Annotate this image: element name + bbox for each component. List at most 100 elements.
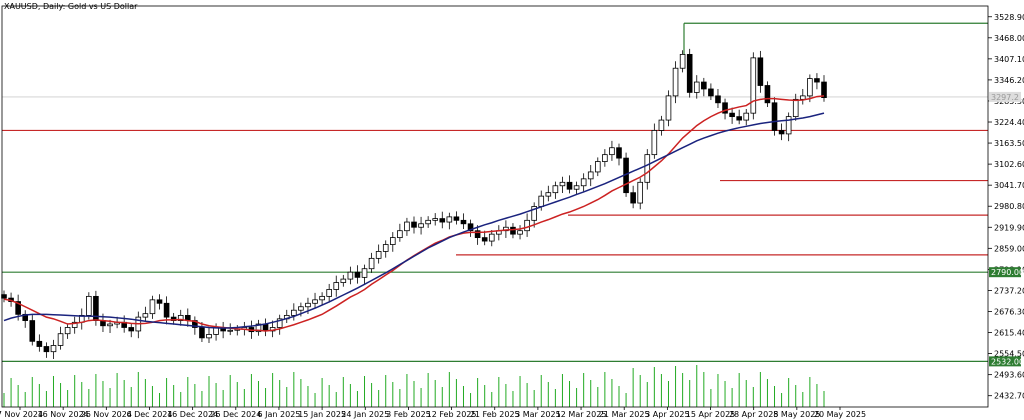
candle-body	[227, 329, 234, 332]
candle-body	[658, 119, 665, 131]
candle-body	[64, 327, 71, 335]
candle-body	[298, 306, 304, 311]
candle-body	[291, 309, 297, 316]
candle-body	[594, 161, 601, 173]
candle-body	[36, 340, 43, 347]
candle-body	[15, 301, 21, 315]
candle-body	[552, 185, 559, 194]
candle-body	[651, 130, 658, 156]
x-tick-label: 12 Mar 2025	[556, 410, 607, 419]
candle-body	[708, 88, 714, 97]
candle-body	[510, 226, 516, 235]
candle-body	[488, 233, 495, 242]
candle-body	[778, 130, 785, 135]
candle-body	[672, 67, 679, 97]
candle-body	[163, 302, 170, 318]
candle-body	[43, 346, 50, 353]
x-tick-label: 21 Mar 2025	[599, 410, 650, 419]
candle-body	[312, 299, 318, 304]
candle-body	[276, 318, 283, 328]
x-tick-label: 7 Nov 2024	[0, 410, 43, 419]
y-tick-label: 3528.90	[994, 13, 1024, 22]
x-tick-label: 3 Apr 2025	[645, 410, 689, 419]
x-tick-label: 6 Dec 2024	[126, 410, 172, 419]
candle-body	[566, 181, 573, 190]
x-tick-label: 12 Feb 2025	[427, 410, 477, 419]
candle-body	[354, 271, 361, 278]
candle-body	[86, 295, 92, 316]
x-tick-label: 26 Dec 2024	[210, 410, 261, 419]
y-tick-label: 2919.90	[994, 223, 1024, 232]
price-tag-label: 3297.2	[991, 93, 1019, 102]
x-tick-label: 16 Dec 2024	[167, 410, 218, 419]
chart-title: XAUUSD, Daily: Gold vs US Dollar	[4, 2, 138, 11]
y-tick-label: 2676.30	[994, 307, 1024, 316]
candle-body	[71, 321, 78, 328]
x-tick-label: 15 Jan 2025	[298, 410, 346, 419]
candle-body	[149, 299, 156, 315]
ma-long-line	[3, 112, 825, 329]
candle-body	[821, 81, 827, 99]
candle-body	[757, 57, 764, 86]
price-tag-label: 2790.00	[991, 268, 1024, 277]
axes: 3528.903468.003407.103346.203285.303224.…	[0, 5, 1024, 419]
y-tick-label: 3163.50	[994, 139, 1024, 148]
x-tick-label: 15 Apr 2025	[686, 410, 735, 419]
price-tag-bg	[989, 91, 1021, 102]
candle-body	[340, 278, 347, 283]
candle-body	[206, 334, 212, 339]
candle-body	[368, 257, 375, 270]
candle-body	[418, 223, 424, 228]
candle-body	[587, 171, 594, 180]
candle-body	[460, 219, 467, 225]
price-tag-label: 2532.00	[991, 357, 1024, 366]
candle-body	[545, 192, 552, 197]
candle-body	[50, 345, 57, 353]
candle-body	[686, 53, 693, 93]
x-tick-label: 26 Nov 2024	[81, 410, 132, 419]
candle-body	[107, 323, 113, 327]
candle-body	[729, 112, 735, 118]
candle-body	[425, 219, 431, 225]
candle-body	[771, 102, 778, 131]
candle-body	[305, 302, 311, 308]
candle-body	[177, 314, 184, 321]
price-tag-bg	[989, 356, 1021, 367]
x-tick-label: 16 Nov 2024	[38, 410, 89, 419]
y-tick-label: 3224.40	[994, 118, 1024, 127]
candle-body	[792, 98, 799, 118]
candle-body	[397, 230, 403, 239]
x-tick-label: 8 May 2025	[773, 410, 820, 419]
candle-body	[467, 223, 474, 232]
candle-body	[807, 78, 813, 97]
x-tick-label: 21 Feb 2025	[470, 410, 520, 419]
y-tick-label: 3102.60	[994, 160, 1024, 169]
candle-body	[743, 112, 750, 121]
y-tick-label: 2493.60	[994, 371, 1024, 380]
candle-body	[616, 147, 622, 159]
moving-averages	[3, 95, 825, 332]
x-tick-label: 3 Feb 2025	[386, 410, 431, 419]
candle-body	[580, 178, 587, 187]
y-tick-label: 2554.50	[994, 350, 1024, 359]
y-tick-label: 3041.70	[994, 181, 1024, 190]
candle-body	[29, 320, 36, 342]
candle-body	[361, 268, 368, 278]
y-tick-label: 3346.20	[994, 76, 1024, 85]
candle-body	[524, 219, 530, 232]
candle-body	[517, 230, 523, 235]
candle-body	[715, 95, 721, 104]
y-tick-label: 2980.80	[994, 202, 1024, 211]
candle-body	[693, 81, 700, 93]
candle-body	[128, 327, 135, 332]
candle-body	[57, 333, 64, 346]
x-tick-label: 24 Jan 2025	[341, 410, 389, 419]
candle-body	[446, 216, 453, 223]
candle-body	[142, 313, 149, 318]
price-tag-bg	[989, 267, 1021, 278]
candle-body	[347, 271, 354, 280]
y-tick-label: 3407.10	[994, 55, 1024, 64]
